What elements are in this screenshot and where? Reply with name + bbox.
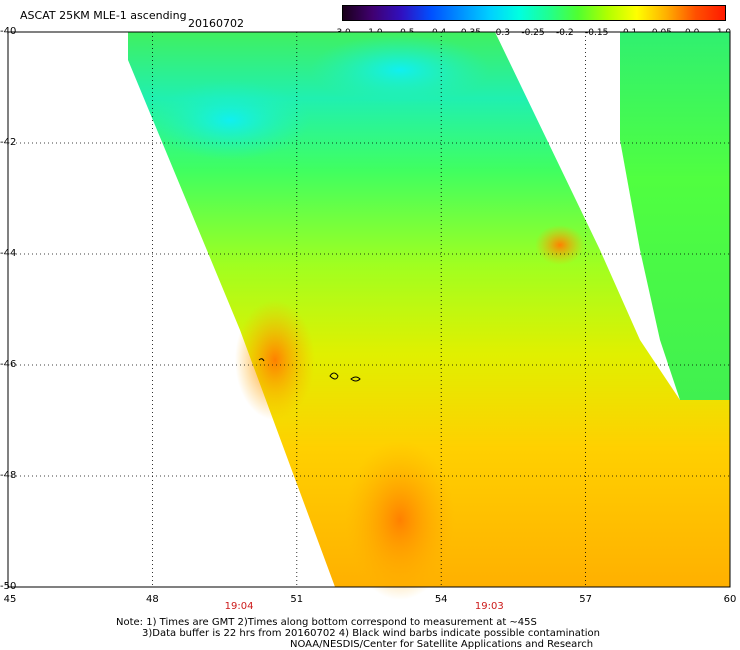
lon-label: 51 [290,594,304,605]
lon-label: 57 [579,594,592,605]
lon-label: 54 [434,594,448,605]
orange-region-2 [345,440,455,600]
colorbar-label: -0.15 [585,28,609,38]
lat-label: -44 [0,248,17,259]
lon-label: 60 [723,594,737,605]
colorbar [342,5,726,21]
lat-label: -40 [0,26,17,37]
plot-date: 20160702 [188,17,244,30]
lat-label: -46 [0,359,17,370]
cyan-region-2 [310,35,490,105]
contamination-marks [258,358,361,382]
note-line-3: NOAA/NESDIS/Center for Satellite Applica… [290,639,594,650]
right-swath [620,32,730,400]
note-line-1: Note: 1) Times are GMT 2)Times along bot… [116,617,537,628]
orange-region [235,300,315,420]
lon-label: 45 [3,594,17,605]
lat-label: -50 [0,581,17,592]
colorbar-label: -0.25 [521,28,545,38]
plot-title: ASCAT 25KM MLE-1 ascending [20,9,187,22]
orange-region-3 [535,225,585,265]
colorbar-label: -0.2 [556,28,574,38]
swath-time-label: 19:03 [474,601,504,612]
colorbar-label: -0.3 [492,28,510,38]
swath-time-label: 19:04 [224,601,254,612]
swath-data [128,32,730,600]
note-line-2: 3)Data buffer is 22 hrs from 20160702 4)… [142,628,600,639]
lon-label: 48 [146,594,159,605]
map-frame [7,31,731,588]
lat-label: -42 [0,137,17,148]
main-swath [128,32,730,587]
lat-label: -48 [0,470,17,481]
cyan-region [150,80,310,160]
